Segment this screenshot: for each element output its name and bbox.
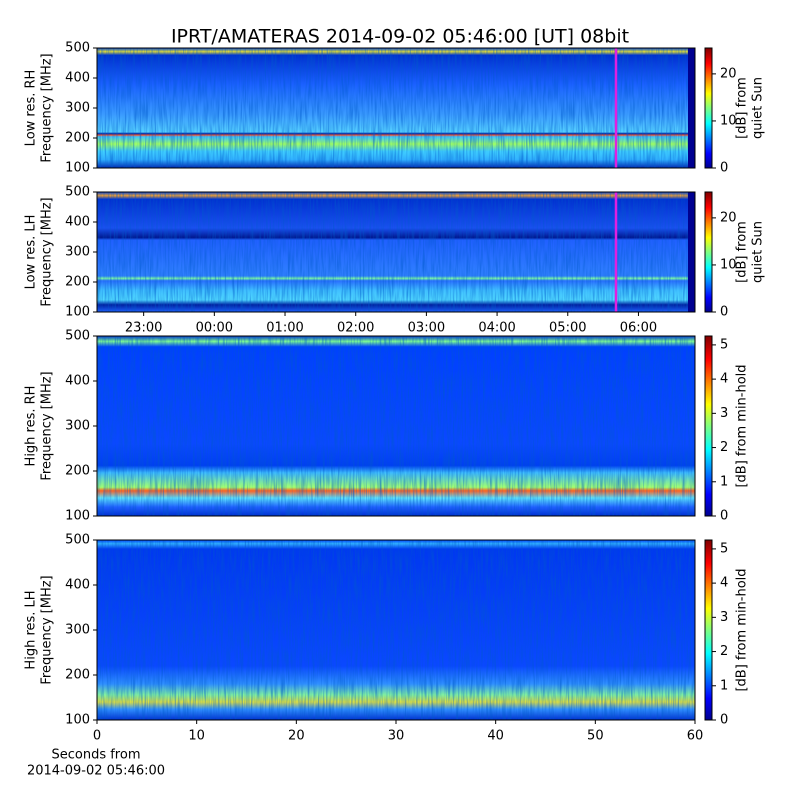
- colorbar-tick-label: 1: [720, 678, 728, 693]
- spectrogram-texture: [97, 540, 695, 720]
- y-tick-label: 300: [65, 101, 90, 116]
- y-axis-label: High res. RH: [24, 386, 39, 467]
- x-tick-label: 05:00: [549, 321, 586, 336]
- x-tick-label: 04:00: [478, 321, 515, 336]
- x-axis-label: Seconds from: [51, 748, 140, 763]
- y-axis-label: High res. LH: [24, 590, 39, 669]
- data-gap: [688, 192, 695, 312]
- y-axis-label: Low res. RH: [24, 70, 39, 147]
- y-tick-label: 400: [65, 215, 90, 230]
- y-tick-label: 100: [65, 713, 90, 728]
- colorbar: [704, 191, 713, 313]
- colorbar-tick-label: 20: [720, 210, 737, 225]
- x-tick-label: 40: [487, 729, 504, 744]
- x-tick-label: 10: [188, 729, 205, 744]
- y-tick-label: 100: [65, 161, 90, 176]
- colorbar-tick-label: 20: [720, 66, 737, 81]
- y-tick-label: 500: [65, 329, 90, 344]
- data-gap: [688, 48, 695, 168]
- x-tick-label: 01:00: [266, 321, 303, 336]
- colorbar-tick-label: 0: [720, 305, 728, 320]
- y-axis-label: Frequency [MHz]: [40, 371, 55, 480]
- x-tick-label: 03:00: [408, 321, 445, 336]
- colorbar-tick-label: 10: [720, 113, 737, 128]
- spectrogram-texture: [97, 336, 695, 516]
- colorbar-tick-label: 0: [720, 713, 728, 728]
- spectrogram-texture: [97, 48, 695, 168]
- colorbar: [704, 539, 713, 721]
- y-tick-label: 300: [65, 245, 90, 260]
- x-tick-label: 60: [687, 729, 704, 744]
- y-tick-label: 300: [65, 419, 90, 434]
- colorbar-label: [dB] from min-hold: [735, 568, 750, 691]
- y-tick-label: 100: [65, 305, 90, 320]
- x-tick-label: 02:00: [337, 321, 374, 336]
- colorbar-tick-label: 1: [720, 474, 728, 489]
- colorbar-label: [dB] from: [735, 77, 750, 139]
- colorbar-tick-label: 3: [720, 610, 728, 625]
- y-tick-label: 200: [65, 275, 90, 290]
- y-tick-label: 300: [65, 623, 90, 638]
- y-tick-label: 500: [65, 41, 90, 56]
- y-tick-label: 400: [65, 374, 90, 389]
- y-axis-label: Low res. LH: [24, 215, 39, 290]
- colorbar-tick-label: 0: [720, 509, 728, 524]
- chart-title: IPRT/AMATERAS 2014-09-02 05:46:00 [UT] 0…: [171, 26, 629, 48]
- y-tick-label: 100: [65, 509, 90, 524]
- y-tick-label: 200: [65, 131, 90, 146]
- x-tick-label: 30: [388, 729, 405, 744]
- y-tick-label: 200: [65, 464, 90, 479]
- x-tick-label: 0: [93, 729, 101, 744]
- colorbar-tick-label: 4: [720, 576, 728, 591]
- colorbar-tick-label: 2: [720, 644, 728, 659]
- colorbar-label: quiet Sun: [751, 221, 766, 283]
- y-axis-label: Frequency [MHz]: [40, 53, 55, 162]
- y-tick-label: 400: [65, 578, 90, 593]
- x-tick-label: 50: [587, 729, 604, 744]
- colorbar-label: [dB] from min-hold: [735, 364, 750, 487]
- x-tick-label: 23:00: [125, 321, 162, 336]
- colorbar: [704, 47, 713, 169]
- colorbar: [704, 335, 713, 517]
- y-tick-label: 500: [65, 185, 90, 200]
- y-axis-label: Frequency [MHz]: [40, 575, 55, 684]
- y-axis-label: Frequency [MHz]: [40, 197, 55, 306]
- x-tick-label: 20: [288, 729, 305, 744]
- colorbar-tick-label: 5: [720, 337, 728, 352]
- colorbar-tick-label: 2: [720, 440, 728, 455]
- colorbar-label: [dB] from: [735, 221, 750, 283]
- colorbar-tick-label: 0: [720, 161, 728, 176]
- y-tick-label: 400: [65, 71, 90, 86]
- colorbar-tick-label: 10: [720, 257, 737, 272]
- colorbar-label: quiet Sun: [751, 77, 766, 139]
- colorbar-tick-label: 4: [720, 372, 728, 387]
- colorbar-tick-label: 3: [720, 406, 728, 421]
- x-tick-label: 00:00: [196, 321, 233, 336]
- spectrogram-texture: [97, 192, 695, 312]
- colorbar-tick-label: 5: [720, 541, 728, 556]
- x-tick-label: 06:00: [620, 321, 657, 336]
- x-axis-label: 2014-09-02 05:46:00: [27, 764, 165, 779]
- y-tick-label: 500: [65, 533, 90, 548]
- y-tick-label: 200: [65, 668, 90, 683]
